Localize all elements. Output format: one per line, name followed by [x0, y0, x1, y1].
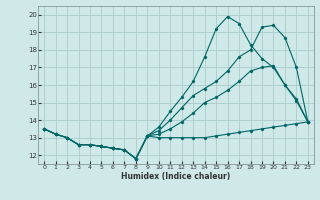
X-axis label: Humidex (Indice chaleur): Humidex (Indice chaleur) [121, 172, 231, 181]
